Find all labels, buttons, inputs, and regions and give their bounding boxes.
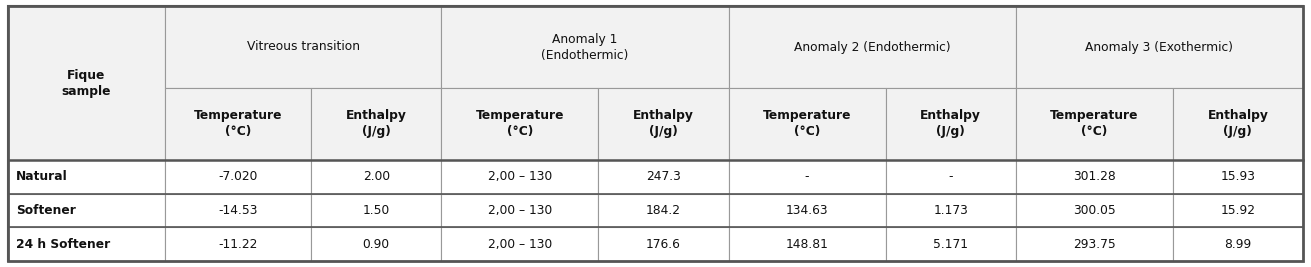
Bar (442, 194, 598, 227)
Bar (598, 88, 729, 160)
Bar (1016, 194, 1173, 227)
Bar (885, 88, 1016, 160)
Text: -14.53: -14.53 (218, 204, 258, 217)
Bar (442, 88, 598, 160)
Bar (442, 227, 598, 261)
Text: 134.63: 134.63 (785, 204, 829, 217)
Bar (442, 6, 729, 88)
Bar (729, 194, 885, 227)
Text: Enthalpy
(J/g): Enthalpy (J/g) (1207, 109, 1268, 139)
Text: 184.2: 184.2 (646, 204, 680, 217)
Bar (165, 6, 442, 88)
Text: Temperature
(°C): Temperature (°C) (763, 109, 851, 139)
Bar (165, 227, 311, 261)
Text: 2,00 – 130: 2,00 – 130 (488, 170, 552, 183)
Text: 24 h Softener: 24 h Softener (16, 238, 110, 251)
Text: 2,00 – 130: 2,00 – 130 (488, 238, 552, 251)
Text: Enthalpy
(J/g): Enthalpy (J/g) (346, 109, 406, 139)
Text: Natural: Natural (16, 170, 68, 183)
Text: 300.05: 300.05 (1072, 204, 1116, 217)
Text: -: - (948, 170, 953, 183)
Bar (1016, 227, 1173, 261)
Text: 2,00 – 130: 2,00 – 130 (488, 204, 552, 217)
Bar (1173, 160, 1303, 194)
Bar (729, 6, 1016, 88)
Bar (885, 227, 1016, 261)
Bar (1016, 160, 1173, 194)
Bar (1016, 88, 1173, 160)
Text: -7.020: -7.020 (219, 170, 258, 183)
Bar (1016, 6, 1303, 88)
Text: 301.28: 301.28 (1072, 170, 1116, 183)
Text: 15.93: 15.93 (1221, 170, 1256, 183)
Text: Vitreous transition: Vitreous transition (246, 41, 359, 53)
Bar (311, 227, 442, 261)
Text: -11.22: -11.22 (219, 238, 258, 251)
Bar (442, 160, 598, 194)
Bar (1173, 88, 1303, 160)
Bar (1173, 227, 1303, 261)
Bar (885, 160, 1016, 194)
Text: Fique
sample: Fique sample (62, 69, 111, 97)
Bar (311, 88, 442, 160)
Text: Softener: Softener (16, 204, 76, 217)
Text: 247.3: 247.3 (646, 170, 680, 183)
Bar (1173, 194, 1303, 227)
Bar (729, 227, 885, 261)
Bar (729, 160, 885, 194)
Text: 293.75: 293.75 (1072, 238, 1116, 251)
Bar (729, 88, 885, 160)
Text: Temperature
(°C): Temperature (°C) (194, 109, 282, 139)
Bar (885, 194, 1016, 227)
Text: Anomaly 1
(Endothermic): Anomaly 1 (Endothermic) (541, 33, 629, 61)
Text: 148.81: 148.81 (785, 238, 829, 251)
Text: 1.173: 1.173 (933, 204, 968, 217)
Text: 0.90: 0.90 (363, 238, 389, 251)
Text: 15.92: 15.92 (1221, 204, 1256, 217)
Text: Anomaly 3 (Exothermic): Anomaly 3 (Exothermic) (1086, 41, 1234, 53)
Text: 176.6: 176.6 (646, 238, 680, 251)
Bar (8, 194, 165, 227)
Text: Enthalpy
(J/g): Enthalpy (J/g) (633, 109, 694, 139)
Text: 5.171: 5.171 (933, 238, 968, 251)
Bar (165, 160, 311, 194)
Bar (311, 194, 442, 227)
Text: 1.50: 1.50 (363, 204, 389, 217)
Bar (598, 160, 729, 194)
Text: 8.99: 8.99 (1224, 238, 1252, 251)
Bar (598, 227, 729, 261)
Bar (311, 160, 442, 194)
Text: -: - (805, 170, 809, 183)
Text: Anomaly 2 (Endothermic): Anomaly 2 (Endothermic) (794, 41, 950, 53)
Bar (8, 227, 165, 261)
Text: 2.00: 2.00 (363, 170, 389, 183)
Bar (165, 88, 311, 160)
Text: Temperature
(°C): Temperature (°C) (1050, 109, 1138, 139)
Bar (8, 6, 165, 160)
Bar (165, 194, 311, 227)
Text: Temperature
(°C): Temperature (°C) (476, 109, 564, 139)
Bar (8, 160, 165, 194)
Bar (598, 194, 729, 227)
Text: Enthalpy
(J/g): Enthalpy (J/g) (920, 109, 981, 139)
